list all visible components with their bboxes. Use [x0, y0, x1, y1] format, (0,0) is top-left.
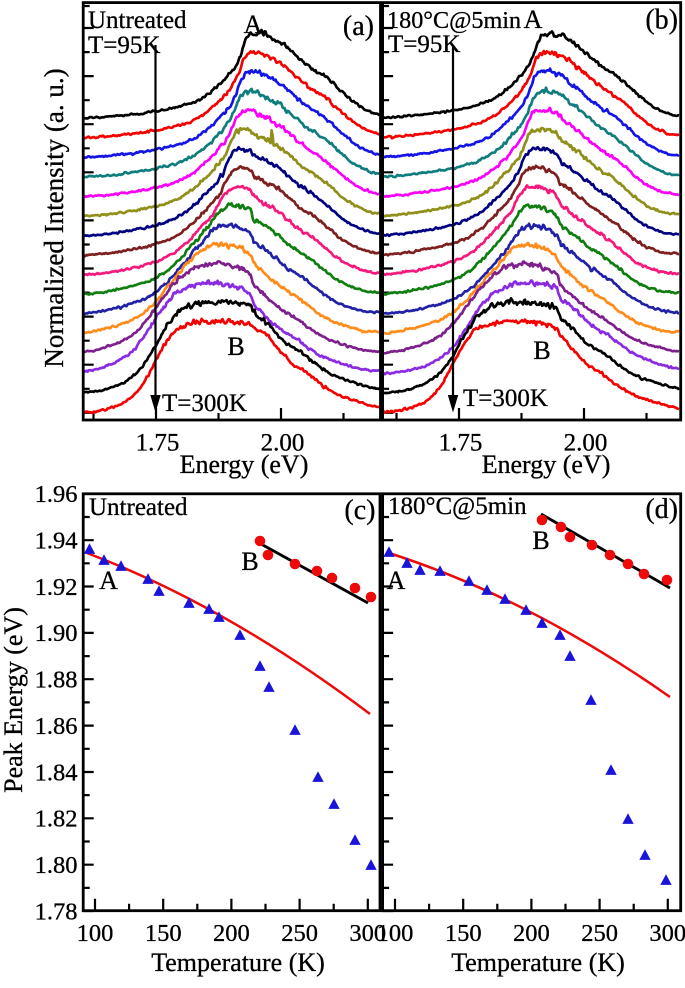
svg-text:2.00: 2.00 [564, 430, 608, 457]
svg-text:1.82: 1.82 [35, 806, 78, 833]
svg-text:T=300K: T=300K [162, 390, 247, 417]
svg-text:1.90: 1.90 [35, 620, 78, 647]
svg-text:A: A [99, 566, 118, 595]
svg-text:B: B [532, 526, 549, 555]
svg-text:Untreated: Untreated [89, 494, 188, 521]
svg-text:(d): (d) [645, 494, 678, 525]
svg-text:1.75: 1.75 [136, 430, 180, 457]
svg-text:1.84: 1.84 [35, 759, 78, 786]
svg-text:180°C@5min: 180°C@5min [387, 7, 521, 34]
svg-text:300: 300 [649, 920, 685, 947]
svg-text:Temperature (K): Temperature (K) [451, 948, 625, 977]
svg-text:150: 150 [445, 920, 482, 947]
svg-text:Peak Energy (eV): Peak Energy (eV) [0, 607, 28, 793]
svg-text:1.80: 1.80 [35, 852, 78, 879]
svg-text:Temperature (K): Temperature (K) [151, 948, 325, 977]
svg-text:200: 200 [513, 920, 550, 947]
svg-text:250: 250 [281, 920, 318, 947]
svg-text:1.92: 1.92 [35, 574, 78, 601]
svg-text:1.88: 1.88 [35, 667, 78, 694]
svg-text:250: 250 [581, 920, 618, 947]
svg-text:2.00: 2.00 [261, 430, 305, 457]
svg-text:180°C@5min: 180°C@5min [388, 493, 527, 520]
svg-text:A: A [524, 5, 543, 34]
svg-text:A: A [387, 566, 406, 595]
svg-text:Energy (eV): Energy (eV) [180, 450, 309, 479]
svg-text:(c): (c) [344, 495, 375, 526]
svg-text:B: B [227, 332, 244, 361]
svg-text:100: 100 [77, 920, 114, 947]
svg-text:A: A [244, 10, 263, 39]
svg-text:Normalized Intensity (a. u.): Normalized Intensity (a. u.) [39, 68, 69, 367]
svg-text:1.94: 1.94 [35, 527, 78, 554]
svg-text:200: 200 [213, 920, 250, 947]
svg-text:100: 100 [377, 920, 414, 947]
svg-text:B: B [241, 547, 258, 576]
svg-text:T=95K: T=95K [88, 32, 160, 59]
svg-text:(a): (a) [343, 11, 374, 42]
svg-text:Untreated: Untreated [88, 7, 187, 34]
svg-text:300: 300 [349, 920, 386, 947]
svg-text:Energy (eV): Energy (eV) [482, 450, 611, 479]
svg-text:(b): (b) [645, 5, 678, 36]
svg-text:1.75: 1.75 [439, 430, 483, 457]
svg-text:T=95K: T=95K [388, 31, 460, 58]
svg-text:150: 150 [145, 920, 182, 947]
svg-text:1.78: 1.78 [35, 898, 78, 925]
svg-text:T=300K: T=300K [463, 385, 548, 412]
svg-text:1.86: 1.86 [35, 713, 78, 740]
svg-text:B: B [533, 336, 550, 365]
svg-text:1.96: 1.96 [35, 481, 78, 508]
